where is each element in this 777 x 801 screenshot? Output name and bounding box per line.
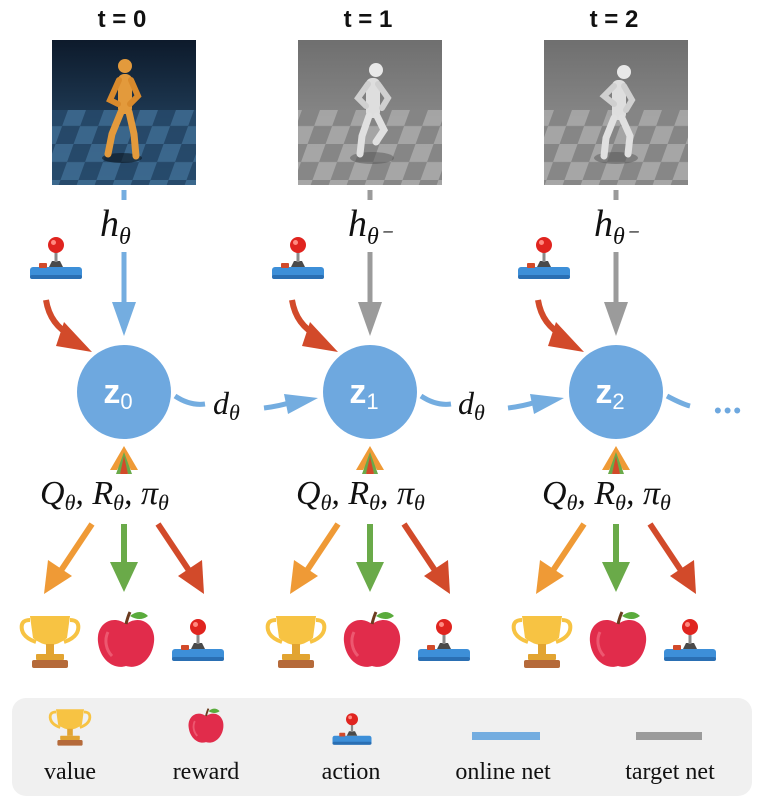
dynamics-arrow-1 xyxy=(419,393,564,414)
apple-icon xyxy=(588,610,648,669)
action-input-arrow-1 xyxy=(289,299,338,352)
head-input-marks-1 xyxy=(356,446,384,474)
action-input-arrow-2 xyxy=(535,299,584,352)
ellipsis: ••• xyxy=(714,398,743,423)
observation-frame-2 xyxy=(544,40,688,185)
latent-node-2: z2 xyxy=(569,345,663,439)
heads-label-2: Qθ, Rθ, πθ xyxy=(542,475,671,515)
latent-node-0: z0 xyxy=(77,345,171,439)
encoder-label-1: hθ⁻ xyxy=(348,203,394,250)
dynamics-label-0: dθ xyxy=(213,385,240,425)
svg-text:z1: z1 xyxy=(349,373,378,414)
dynamics-arrow-0 xyxy=(173,393,318,414)
encoder-arrow-0 xyxy=(112,190,136,336)
joystick-icon xyxy=(30,237,82,279)
encoder-arrow-2 xyxy=(604,190,628,336)
joystick-icon xyxy=(172,619,224,661)
joystick-icon xyxy=(272,237,324,279)
timestep-label-2: t = 2 xyxy=(590,6,639,33)
svg-text:z0: z0 xyxy=(103,373,132,414)
joystick-icon xyxy=(664,619,716,661)
encoder-arrow-1 xyxy=(358,190,382,336)
legend: value reward action online net target ne… xyxy=(12,698,752,796)
legend-target-net: target net xyxy=(625,759,715,785)
observation-frame-1 xyxy=(298,40,442,185)
humanoid-frame-icon xyxy=(350,63,394,164)
timestep-label-0: t = 0 xyxy=(98,6,147,33)
apple-icon xyxy=(342,610,402,669)
legend-online-net: online net xyxy=(455,759,551,785)
joystick-icon xyxy=(418,619,470,661)
output-arrows-0 xyxy=(44,522,204,594)
latent-node-1: z1 xyxy=(323,345,417,439)
trophy-icon xyxy=(511,614,573,670)
output-arrows-1 xyxy=(290,522,450,594)
encoder-label-0: hθ xyxy=(100,203,131,250)
head-input-marks-0 xyxy=(110,446,138,474)
dynamics-tail-2 xyxy=(665,393,691,409)
trophy-icon xyxy=(19,614,81,670)
observation-frame-0 xyxy=(52,40,196,185)
legend-reward: reward xyxy=(173,759,240,785)
head-input-marks-2 xyxy=(602,446,630,474)
apple-icon xyxy=(96,610,156,669)
legend-value: value xyxy=(44,759,96,785)
action-input-arrow-0 xyxy=(43,299,92,352)
svg-text:z2: z2 xyxy=(595,373,624,414)
dynamics-label-1: dθ xyxy=(458,385,485,425)
joystick-icon xyxy=(518,237,570,279)
legend-action: action xyxy=(322,759,381,785)
heads-label-1: Qθ, Rθ, πθ xyxy=(296,475,425,515)
timestep-label-1: t = 1 xyxy=(344,6,393,33)
trophy-icon xyxy=(265,614,327,670)
humanoid-frame-icon xyxy=(102,59,142,163)
encoder-label-2: hθ⁻ xyxy=(594,203,640,250)
humanoid-frame-icon xyxy=(594,65,638,164)
output-arrows-2 xyxy=(536,522,696,594)
heads-label-0: Qθ, Rθ, πθ xyxy=(40,475,169,515)
